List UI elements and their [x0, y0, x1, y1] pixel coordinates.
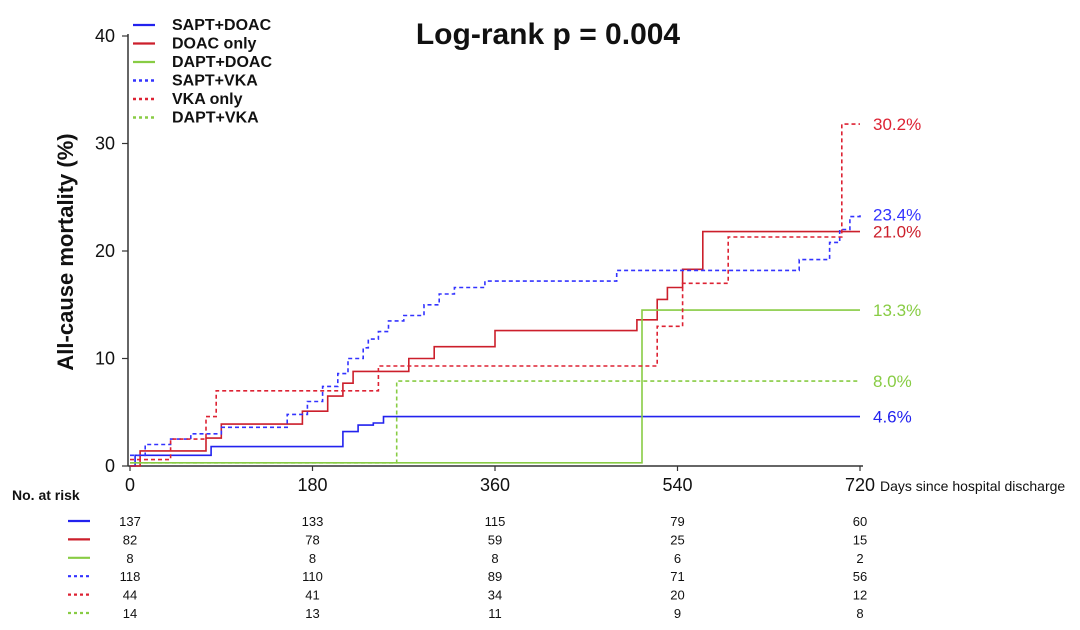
risk-count: 13 [305, 606, 319, 621]
risk-count: 14 [123, 606, 137, 621]
risk-table-title: No. at risk [12, 487, 80, 503]
end-value-label: 13.3% [873, 301, 921, 320]
chart-title: Log-rank p = 0.004 [416, 18, 681, 51]
risk-count: 60 [853, 514, 867, 529]
x-tick-label: 180 [297, 475, 327, 495]
risk-count: 25 [670, 532, 684, 547]
risk-count: 56 [853, 569, 867, 584]
risk-count: 133 [302, 514, 324, 529]
series-line-4 [130, 214, 861, 457]
x-tick-label: 720 [845, 475, 875, 495]
risk-count: 8 [309, 551, 316, 566]
risk-count: 89 [488, 569, 502, 584]
risk-count: 71 [670, 569, 684, 584]
risk-count: 78 [305, 532, 319, 547]
risk-count: 11 [488, 606, 502, 621]
y-tick-label: 40 [95, 26, 115, 46]
end-value-label: 4.6% [873, 408, 912, 427]
risk-count: 79 [670, 514, 684, 529]
risk-count: 20 [670, 588, 684, 603]
risk-count: 8 [856, 606, 863, 621]
risk-count: 9 [674, 606, 681, 621]
risk-count: 12 [853, 588, 867, 603]
risk-count: 44 [123, 588, 137, 603]
series-line-2 [130, 230, 860, 467]
series-line-3 [130, 309, 860, 464]
legend-label: DAPT+DOAC [172, 54, 272, 71]
risk-count: 41 [305, 588, 319, 603]
legend-label: SAPT+VKA [172, 73, 258, 90]
x-axis-label: Days since hospital discharge [880, 478, 1065, 494]
risk-count: 137 [119, 514, 141, 529]
series-line-5 [130, 123, 860, 461]
risk-count: 6 [674, 551, 681, 566]
series-line-6 [130, 380, 860, 464]
risk-count: 115 [485, 514, 506, 529]
risk-count: 8 [126, 551, 133, 566]
y-tick-label: 10 [95, 349, 115, 369]
risk-count: 2 [856, 551, 863, 566]
legend-label: DAPT+VKA [172, 110, 259, 127]
y-tick-label: 30 [95, 134, 115, 154]
y-tick-label: 0 [105, 456, 115, 476]
end-value-label: 30.2% [873, 115, 921, 134]
y-axis-label: All-cause mortality (%) [53, 133, 78, 370]
y-tick-label: 20 [95, 241, 115, 261]
series-line-1 [130, 415, 860, 467]
legend-label: DOAC only [172, 36, 257, 53]
risk-count: 110 [302, 569, 323, 584]
legend-label: VKA only [172, 91, 243, 108]
risk-count: 34 [488, 588, 502, 603]
risk-count: 8 [491, 551, 498, 566]
x-tick-label: 540 [662, 475, 692, 495]
risk-count: 118 [120, 569, 141, 584]
x-tick-label: 0 [125, 475, 135, 495]
end-value-label: 23.4% [873, 205, 921, 224]
end-value-label: 21.0% [873, 223, 921, 242]
x-tick-label: 360 [480, 475, 510, 495]
risk-count: 82 [123, 532, 137, 547]
legend-label: SAPT+DOAC [172, 17, 272, 34]
risk-count: 59 [488, 532, 502, 547]
risk-count: 15 [853, 532, 867, 547]
end-value-label: 8.0% [873, 372, 912, 391]
